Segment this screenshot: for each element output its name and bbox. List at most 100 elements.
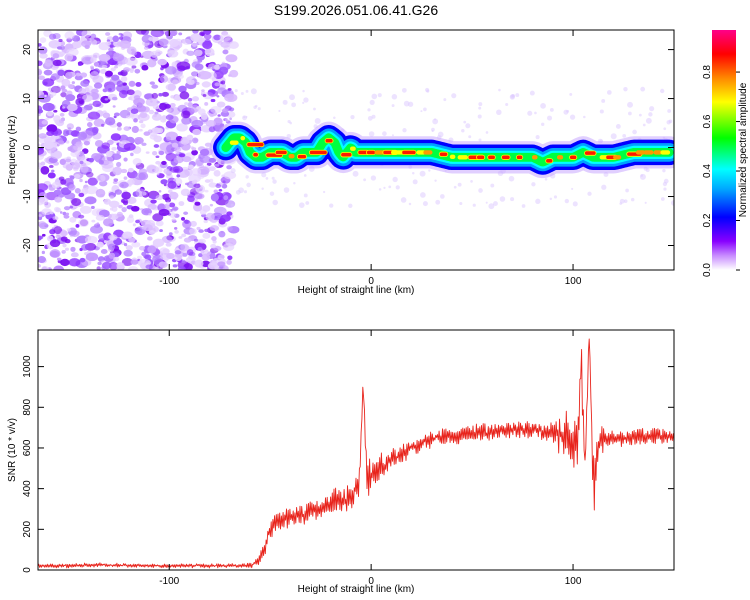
heatmap-cell	[403, 100, 410, 107]
heatmap-cell	[50, 73, 60, 80]
heatmap-cell	[94, 139, 104, 148]
heatmap-cell	[534, 111, 537, 115]
heatmap-cell	[412, 171, 415, 175]
heatmap-cell	[158, 37, 171, 47]
heatmap-cell	[193, 183, 201, 189]
heatmap-cell	[71, 162, 81, 170]
heatmap-cell	[377, 93, 382, 98]
heatmap-cell	[98, 53, 111, 62]
heatmap-cell	[118, 89, 128, 99]
heatmap-cell	[222, 243, 235, 252]
heatmap-cell	[191, 149, 198, 156]
spectrogram-x-axis-label: Height of straight line (km)	[298, 285, 415, 296]
heatmap-cell	[74, 150, 81, 156]
heatmap-cell	[205, 119, 216, 127]
heatmap-cell	[245, 89, 249, 93]
heatmap-cell	[60, 258, 70, 267]
heatmap-cell	[172, 79, 179, 85]
y-tick-label: -20	[22, 238, 33, 253]
heatmap-cell	[155, 194, 164, 201]
heatmap-cell	[158, 208, 170, 216]
heatmap-cell	[540, 102, 546, 109]
heatmap-cell	[60, 236, 68, 242]
heatmap-cell	[485, 201, 488, 204]
heatmap-cell	[619, 198, 625, 204]
heatmap-cell	[291, 102, 297, 108]
heatmap-cell	[123, 143, 136, 151]
snr-x-ticks: -100 0 100	[159, 330, 582, 587]
heatmap-cell	[51, 91, 57, 97]
x-tick-label: 0	[368, 276, 374, 287]
heatmap-cell	[601, 184, 607, 190]
heatmap-cell	[138, 128, 143, 132]
heatmap-cell	[180, 136, 190, 145]
heatmap-cell	[130, 108, 139, 115]
heatmap-cell	[151, 127, 162, 134]
heatmap-cell	[508, 175, 515, 182]
heatmap-cell	[352, 170, 359, 177]
heatmap-cell	[187, 164, 194, 170]
heatmap-cell	[391, 134, 394, 137]
heatmap-cell	[49, 249, 61, 258]
heatmap-cell	[78, 218, 89, 228]
heatmap-cell	[65, 140, 70, 144]
heatmap-cell	[165, 114, 174, 121]
heatmap-cell	[41, 265, 49, 270]
heatmap-cell	[70, 252, 79, 258]
heatmap-cell	[105, 32, 111, 36]
heatmap-cell	[541, 122, 545, 126]
heatmap-cell	[229, 69, 239, 78]
heatmap-cell	[58, 38, 63, 43]
heatmap-cell	[505, 102, 509, 106]
heatmap-cell	[529, 90, 535, 96]
heatmap-cell	[443, 98, 447, 102]
heatmap-cell	[187, 102, 193, 108]
heatmap-cell	[438, 151, 449, 157]
heatmap-cell	[69, 216, 77, 223]
heatmap-cell	[121, 206, 127, 213]
heatmap-cell	[265, 177, 269, 180]
heatmap-cell	[226, 259, 232, 265]
heatmap-cell	[121, 258, 134, 266]
heatmap-cell	[623, 86, 628, 92]
heatmap-cell	[138, 245, 146, 251]
heatmap-cell	[660, 150, 671, 155]
heatmap-cell	[660, 197, 665, 201]
heatmap-cell	[490, 183, 495, 188]
heatmap-cell	[116, 122, 122, 128]
colorbar-tick-label: 0.6	[702, 114, 713, 128]
heatmap-cell	[84, 235, 98, 244]
heatmap-cell	[112, 35, 120, 43]
heatmap-cell	[78, 192, 85, 198]
heatmap-cell	[272, 179, 277, 184]
heatmap-cell	[65, 72, 73, 80]
heatmap-cell	[52, 59, 62, 67]
heatmap-cell	[38, 235, 42, 241]
heatmap-cell	[121, 194, 127, 199]
y-tick-label: -10	[22, 189, 33, 204]
heatmap-cell	[191, 180, 197, 185]
heatmap-cell	[191, 168, 202, 176]
heatmap-cell	[122, 200, 129, 206]
heatmap-cell	[85, 252, 99, 262]
heatmap-cell	[38, 68, 43, 76]
x-tick-label: 100	[565, 576, 582, 587]
heatmap-cell	[660, 88, 665, 94]
heatmap-cell	[188, 173, 201, 183]
heatmap-cell	[151, 92, 159, 99]
heatmap-noise-region	[38, 30, 674, 270]
heatmap-cell	[136, 105, 147, 113]
heatmap-cell	[607, 90, 612, 95]
heatmap-cell	[230, 89, 234, 93]
heatmap-cell	[569, 154, 578, 160]
heatmap-cell	[53, 265, 65, 270]
heatmap-cell	[583, 115, 586, 119]
heatmap-cell	[219, 66, 229, 75]
heatmap-cell	[148, 109, 155, 115]
heatmap-cell	[141, 34, 153, 43]
heatmap-cell	[133, 97, 145, 106]
heatmap-cell	[108, 234, 118, 241]
heatmap-cell	[107, 154, 112, 158]
y-tick-label: 0	[22, 567, 33, 573]
heatmap-cell	[289, 121, 292, 125]
